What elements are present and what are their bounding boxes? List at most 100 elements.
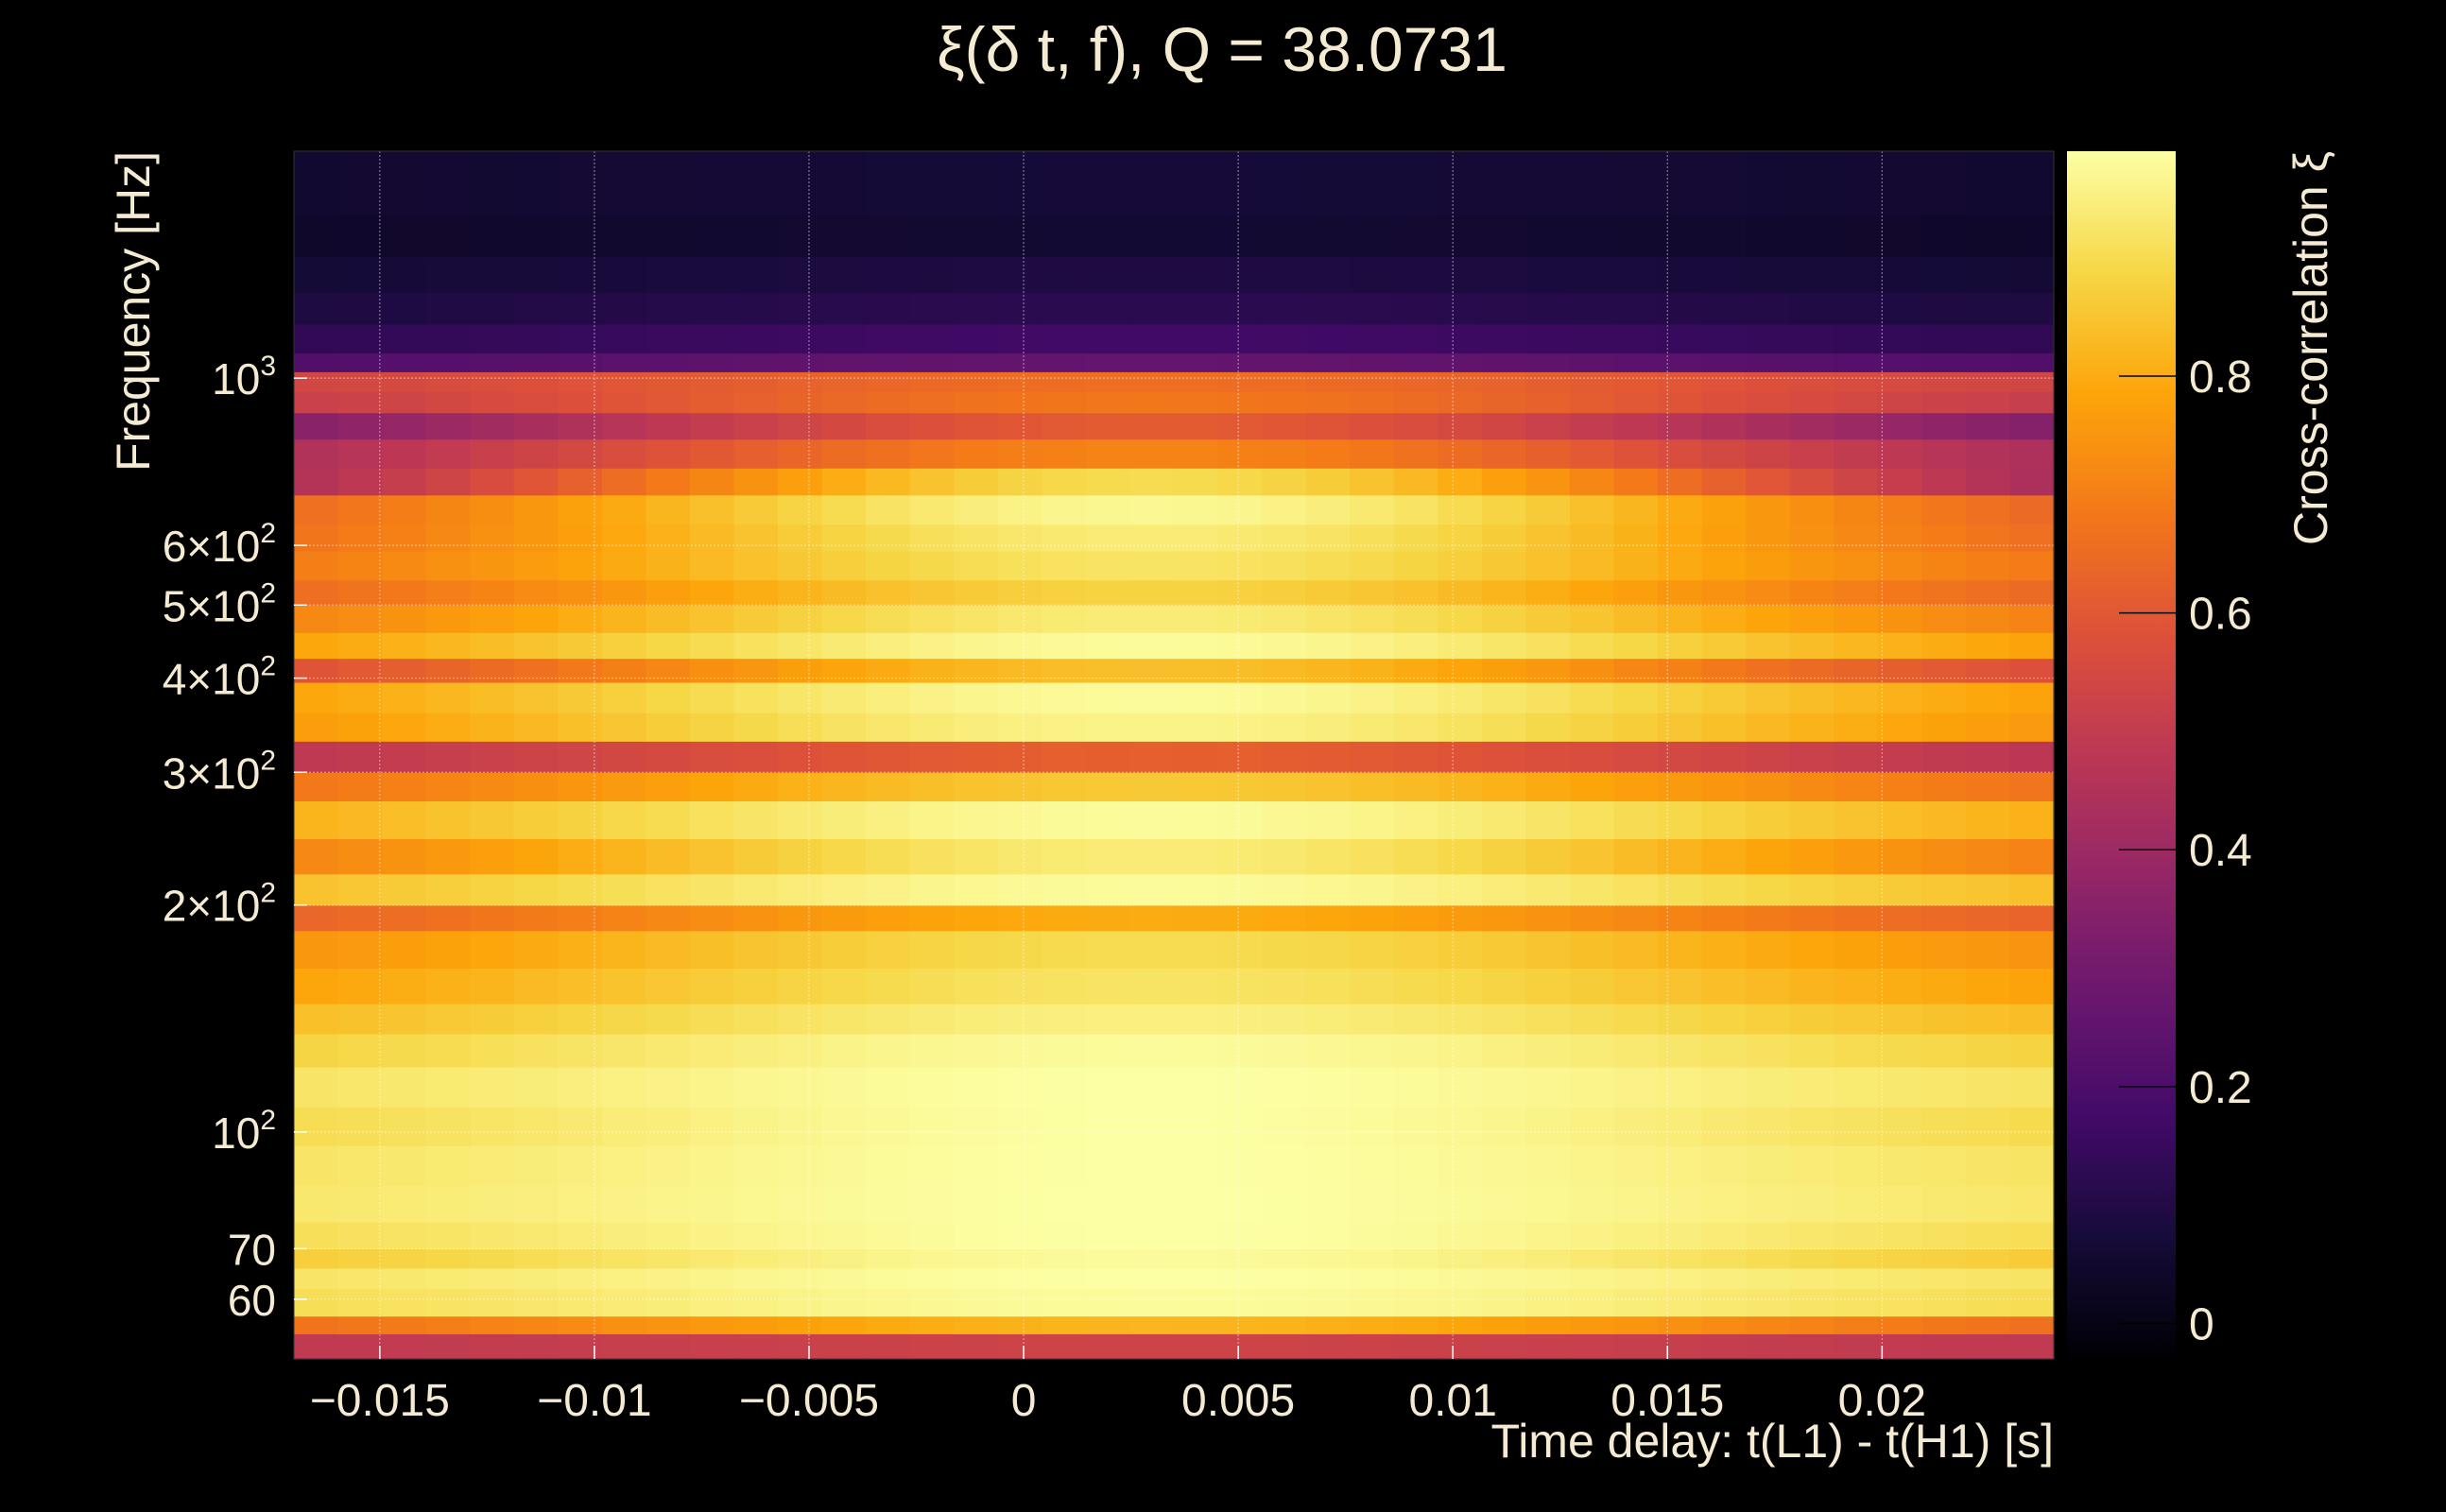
heatmap-cell	[294, 1066, 339, 1108]
heatmap-cell	[1965, 1288, 2011, 1317]
heatmap-cell	[1438, 772, 1483, 801]
heatmap-cell	[1569, 550, 1615, 581]
heatmap-cell	[558, 605, 603, 633]
heatmap-cell	[1438, 632, 1483, 660]
heatmap-cell	[778, 371, 823, 392]
x-tick-label: 0	[1011, 1376, 1037, 1426]
heatmap-cell	[1877, 391, 1922, 414]
heatmap-cell	[778, 412, 823, 440]
heatmap-cell	[1789, 1107, 1834, 1146]
heatmap-cell	[821, 323, 867, 354]
heatmap-cell	[1965, 438, 2011, 469]
heatmap-cell	[337, 741, 383, 773]
heatmap-cell	[1658, 772, 1703, 801]
heatmap-cell	[1305, 371, 1351, 392]
heatmap-cell	[909, 772, 955, 801]
heatmap-cell	[778, 438, 823, 469]
heatmap-cell	[1921, 494, 1967, 525]
heatmap-cell	[601, 256, 646, 293]
heatmap-cell	[513, 1315, 559, 1334]
heatmap-cell	[601, 1066, 646, 1108]
heatmap-cell	[1569, 1185, 1615, 1223]
heatmap-cell	[1129, 681, 1175, 713]
heatmap-cell	[1393, 930, 1438, 969]
heatmap-cell	[1525, 1107, 1571, 1146]
heatmap-cell	[601, 292, 646, 325]
heatmap-cell	[1569, 352, 1615, 372]
heatmap-cell	[1174, 658, 1219, 683]
heatmap-cell	[909, 605, 955, 633]
heatmap-cell	[1525, 256, 1571, 293]
heatmap-cell	[1525, 930, 1571, 969]
heatmap-cell	[1569, 494, 1615, 525]
heatmap-cell	[954, 579, 999, 606]
heatmap-cell	[866, 292, 911, 325]
heatmap-cell	[2009, 352, 2055, 372]
heatmap-cell	[733, 151, 779, 215]
heatmap-cell	[1174, 524, 1219, 552]
heatmap-cell	[866, 1066, 911, 1108]
heatmap-cell	[470, 658, 515, 683]
heatmap-cell	[294, 292, 339, 325]
heatmap-cell	[1569, 1145, 1615, 1186]
heatmap-cell	[558, 772, 603, 801]
heatmap-cell	[778, 713, 823, 742]
heatmap-cell	[1481, 873, 1526, 906]
heatmap-cell	[513, 323, 559, 354]
heatmap-cell	[1613, 323, 1659, 354]
heatmap-cell	[294, 1033, 339, 1068]
heatmap-cell	[1789, 800, 1834, 840]
heatmap-cell	[1393, 658, 1438, 683]
heatmap-cell	[1350, 524, 1395, 552]
heatmap-cell	[954, 1004, 999, 1035]
heatmap-cell	[1129, 292, 1175, 325]
heatmap-cell	[821, 904, 867, 932]
heatmap-cell	[1350, 323, 1395, 354]
heatmap-cell	[1217, 800, 1263, 840]
heatmap-cell	[1746, 873, 1791, 906]
heatmap-cell	[1085, 438, 1131, 469]
heatmap-cell	[909, 632, 955, 660]
heatmap-cell	[1658, 838, 1703, 875]
heatmap-cell	[1789, 741, 1834, 773]
heatmap-cell	[1569, 151, 1615, 215]
heatmap-cell	[954, 151, 999, 215]
y-axis-label: Frequency [Hz]	[107, 151, 160, 472]
heatmap-cell	[1965, 800, 2011, 840]
heatmap-cell	[382, 1185, 427, 1223]
heatmap-cell	[1217, 256, 1263, 293]
heatmap-cell	[733, 772, 779, 801]
heatmap-cell	[1129, 1185, 1175, 1223]
heatmap-cell	[1525, 494, 1571, 525]
heatmap-cell	[2009, 1267, 2055, 1290]
heatmap-cell	[954, 605, 999, 633]
heatmap-cell	[1481, 1066, 1526, 1108]
heatmap-cell	[2009, 605, 2055, 633]
heatmap-cell	[821, 524, 867, 552]
heatmap-cell	[1262, 1333, 1307, 1360]
heatmap-cell	[1217, 1315, 1263, 1334]
heatmap-cell	[1174, 1033, 1219, 1068]
heatmap-cell	[1525, 681, 1571, 713]
heatmap-cell	[1965, 838, 2011, 875]
heatmap-cell	[1085, 1248, 1131, 1269]
heatmap-cell	[1877, 1004, 1922, 1035]
heatmap-cell	[513, 256, 559, 293]
heatmap-cell	[337, 800, 383, 840]
heatmap-cell	[1877, 1248, 1922, 1269]
heatmap-cell	[513, 524, 559, 552]
heatmap-cell	[1350, 1033, 1395, 1068]
heatmap-cell	[689, 1033, 735, 1068]
heatmap-cell	[1174, 772, 1219, 801]
heatmap-cell	[1525, 838, 1571, 875]
heatmap-cell	[1789, 772, 1834, 801]
heatmap-cell	[470, 681, 515, 713]
heatmap-cell	[2009, 838, 2055, 875]
heatmap-cell	[689, 292, 735, 325]
heatmap-cell	[1174, 292, 1219, 325]
heatmap-cell	[382, 256, 427, 293]
heatmap-cell	[1613, 1248, 1659, 1269]
heatmap-cell	[1393, 838, 1438, 875]
heatmap-cell	[646, 658, 691, 683]
heatmap-cell	[1789, 658, 1834, 683]
